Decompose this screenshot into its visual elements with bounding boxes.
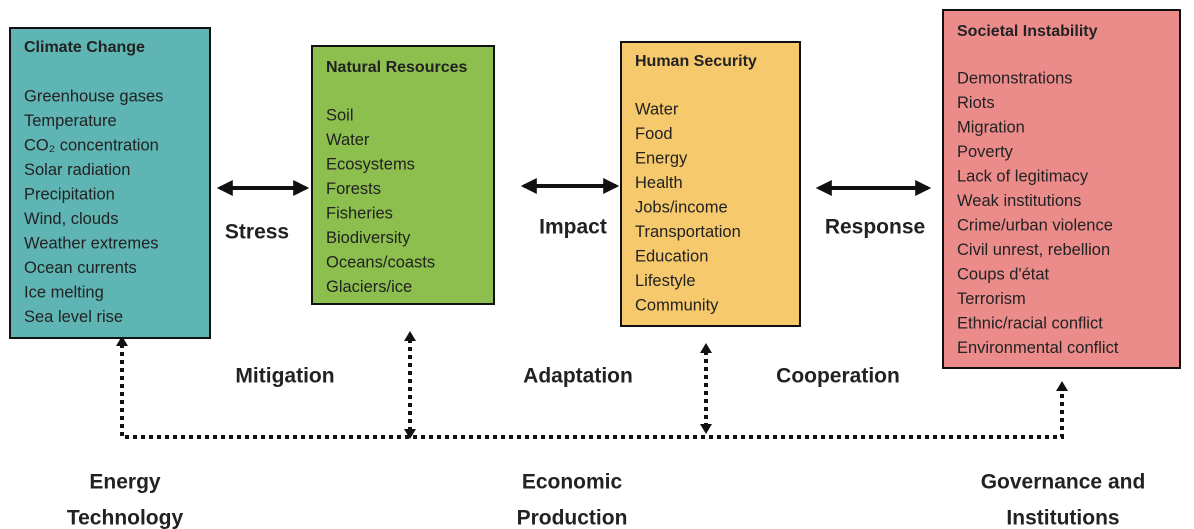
box-item: Poverty <box>957 143 1014 161</box>
domain-label: Technology <box>67 507 184 529</box>
box-item: Greenhouse gases <box>24 87 163 105</box>
arrowheads <box>116 331 1068 439</box>
box-item: Lifestyle <box>635 272 696 290</box>
box-item: Weather extremes <box>24 234 159 252</box>
box-item: Water <box>635 100 679 118</box>
box <box>942 9 1181 369</box>
box-item: Oceans/coasts <box>326 253 435 271</box>
link-label: Stress <box>225 221 289 244</box>
box-item: Crime/urban violence <box>957 216 1113 234</box>
box-item: Precipitation <box>24 185 115 203</box>
box <box>9 27 211 339</box>
action-label: Cooperation <box>776 365 900 388</box>
dotted-line <box>120 344 1064 439</box>
box-title: Natural Resources <box>326 59 467 76</box>
box-title: Climate Change <box>24 39 145 56</box>
domain-label: Energy <box>89 471 161 494</box>
arrowhead <box>700 343 712 353</box>
box-item: Ocean currents <box>24 259 137 277</box>
box-item: Food <box>635 125 673 143</box>
box-item: Wind, clouds <box>24 210 118 228</box>
box-item: Education <box>635 247 708 265</box>
box-item: Water <box>326 131 370 149</box>
box-item: Sea level rise <box>24 308 123 326</box>
arrowhead <box>116 336 128 346</box>
box-item: Ecosystems <box>326 155 415 173</box>
box-item: Fisheries <box>326 204 393 222</box>
box-item: Civil unrest, rebellion <box>957 241 1110 259</box>
domain-label: Institutions <box>1006 507 1119 529</box>
box-item: Solar radiation <box>24 161 130 179</box>
box-item: Ice melting <box>24 283 104 301</box>
box-item: Community <box>635 296 719 314</box>
box-item: Terrorism <box>957 290 1026 308</box>
box <box>311 45 495 305</box>
action-label: Mitigation <box>235 365 334 388</box>
domain-label: Economic <box>522 471 623 494</box>
box <box>620 41 801 327</box>
box-title: Societal Instability <box>957 23 1098 40</box>
box-item: Migration <box>957 118 1025 136</box>
arrows <box>216 178 932 196</box>
domain-label: Governance and <box>981 471 1146 494</box>
box-item: Ethnic/racial conflict <box>957 314 1103 332</box>
box-item: Jobs/income <box>635 198 728 216</box>
content: Climate Change Greenhouse gases Temperatur… <box>9 9 1181 529</box>
arrowhead <box>404 429 416 439</box>
arrowhead <box>1056 381 1068 391</box>
box-item: Glaciers/ice <box>326 278 412 296</box>
box-item: Temperature <box>24 112 117 130</box>
box-item: Riots <box>957 94 995 112</box>
box-item: Weak institutions <box>957 192 1081 210</box>
box-item: Transportation <box>635 223 741 241</box>
box-item: Soil <box>326 106 354 124</box>
arrowhead <box>404 331 416 341</box>
link-label: Response <box>825 216 925 239</box>
domain-label: Production <box>517 507 628 529</box>
box-item: Environmental conflict <box>957 339 1119 357</box>
box-item: CO₂ concentration <box>24 136 159 154</box>
box-item: Demonstrations <box>957 69 1073 87</box>
box-item: Energy <box>635 149 688 167</box>
box-item: Lack of legitimacy <box>957 167 1089 185</box>
box-item: Forests <box>326 180 381 198</box>
link-label: Impact <box>539 216 607 239</box>
action-label: Adaptation <box>523 365 633 388</box>
box-item: Coups d'état <box>957 265 1050 283</box>
box-item: Health <box>635 174 683 192</box>
arrowhead <box>700 424 712 434</box>
box-title: Human Security <box>635 53 757 70</box>
dotted-links <box>120 339 1064 439</box>
box-item: Biodiversity <box>326 229 411 247</box>
